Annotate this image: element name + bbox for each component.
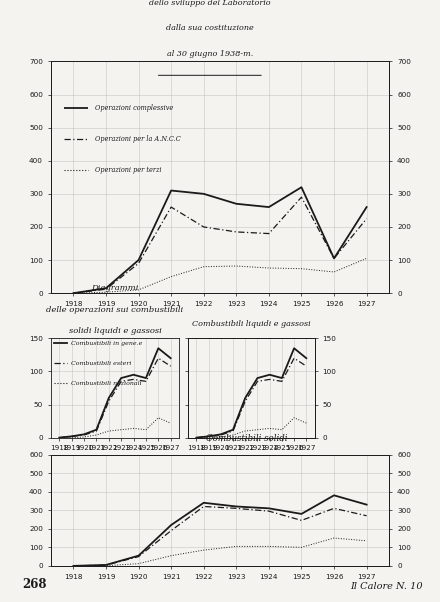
- Text: Combustibili nazionali: Combustibili nazionali: [71, 380, 142, 385]
- Text: delle operazioni sui combustibili: delle operazioni sui combustibili: [46, 306, 183, 314]
- Text: solidi liquidi e gassosi: solidi liquidi e gassosi: [69, 327, 161, 335]
- Text: dalla sua costituzione: dalla sua costituzione: [166, 24, 254, 33]
- Text: Operazioni per terzi: Operazioni per terzi: [95, 166, 161, 175]
- Text: Operazioni complessive: Operazioni complessive: [95, 104, 173, 112]
- Text: Combustibili liquidi e gassosi: Combustibili liquidi e gassosi: [192, 320, 311, 328]
- Text: dello sviluppo del Laboratorio: dello sviluppo del Laboratorio: [149, 0, 271, 7]
- Text: Il Calore N. 10: Il Calore N. 10: [350, 582, 422, 591]
- Text: al 30 giugno 1938-m.: al 30 giugno 1938-m.: [167, 50, 253, 58]
- Text: Combustibili esteri: Combustibili esteri: [71, 361, 132, 365]
- Text: 268: 268: [22, 578, 47, 591]
- Text: Combustibili solidi: Combustibili solidi: [206, 435, 288, 443]
- Text: Diagrammi: Diagrammi: [91, 284, 139, 292]
- Text: Combustibili in gene.e: Combustibili in gene.e: [71, 341, 143, 346]
- Text: Operazioni per la A.N.C.C: Operazioni per la A.N.C.C: [95, 135, 180, 143]
